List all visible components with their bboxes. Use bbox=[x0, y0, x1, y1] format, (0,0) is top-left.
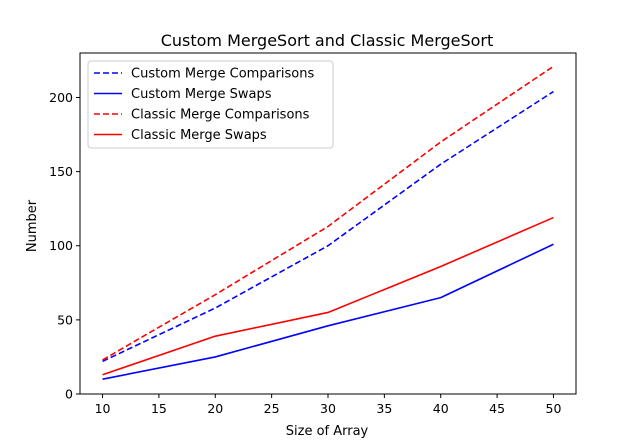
legend-entry: Classic Merge Comparisons bbox=[131, 108, 310, 123]
y-tick-label: 200 bbox=[49, 90, 73, 105]
series-line-4 bbox=[102, 216, 554, 376]
x-tick-label: 20 bbox=[207, 401, 223, 416]
y-axis: 0 50 100 150 200 bbox=[49, 90, 80, 402]
legend-entry: Custom Merge Swaps bbox=[131, 87, 272, 102]
x-tick-label: 10 bbox=[95, 401, 111, 416]
y-tick-label: 150 bbox=[49, 164, 73, 179]
x-tick-label: 50 bbox=[546, 401, 562, 416]
legend: Custom Merge Comparisons Custom Merge Swa… bbox=[87, 60, 334, 149]
x-tick-label: 40 bbox=[433, 401, 449, 416]
chart-title: Custom MergeSort and Classic MergeSort bbox=[161, 31, 494, 50]
x-tick-label: 35 bbox=[376, 401, 392, 416]
y-tick-label: 100 bbox=[49, 238, 73, 253]
x-tick-label: 45 bbox=[489, 401, 505, 416]
x-tick-label: 30 bbox=[320, 401, 336, 416]
series-lines bbox=[102, 65, 554, 380]
x-axis: 10 15 20 25 30 35 40 45 50 bbox=[95, 394, 562, 416]
series-line-2 bbox=[102, 243, 554, 380]
legend-entry: Custom Merge Comparisons bbox=[131, 67, 314, 82]
x-tick-label: 25 bbox=[264, 401, 280, 416]
legend-box bbox=[87, 60, 334, 149]
x-tick-label: 15 bbox=[151, 401, 167, 416]
y-tick-label: 0 bbox=[65, 387, 73, 402]
x-axis-label: Size of Array bbox=[286, 424, 369, 439]
series-line-3 bbox=[102, 65, 554, 361]
series-line-1 bbox=[102, 90, 554, 363]
y-axis-label: Number bbox=[25, 199, 40, 252]
legend-entry: Classic Merge Swaps bbox=[131, 128, 267, 143]
y-tick-label: 50 bbox=[57, 312, 73, 327]
